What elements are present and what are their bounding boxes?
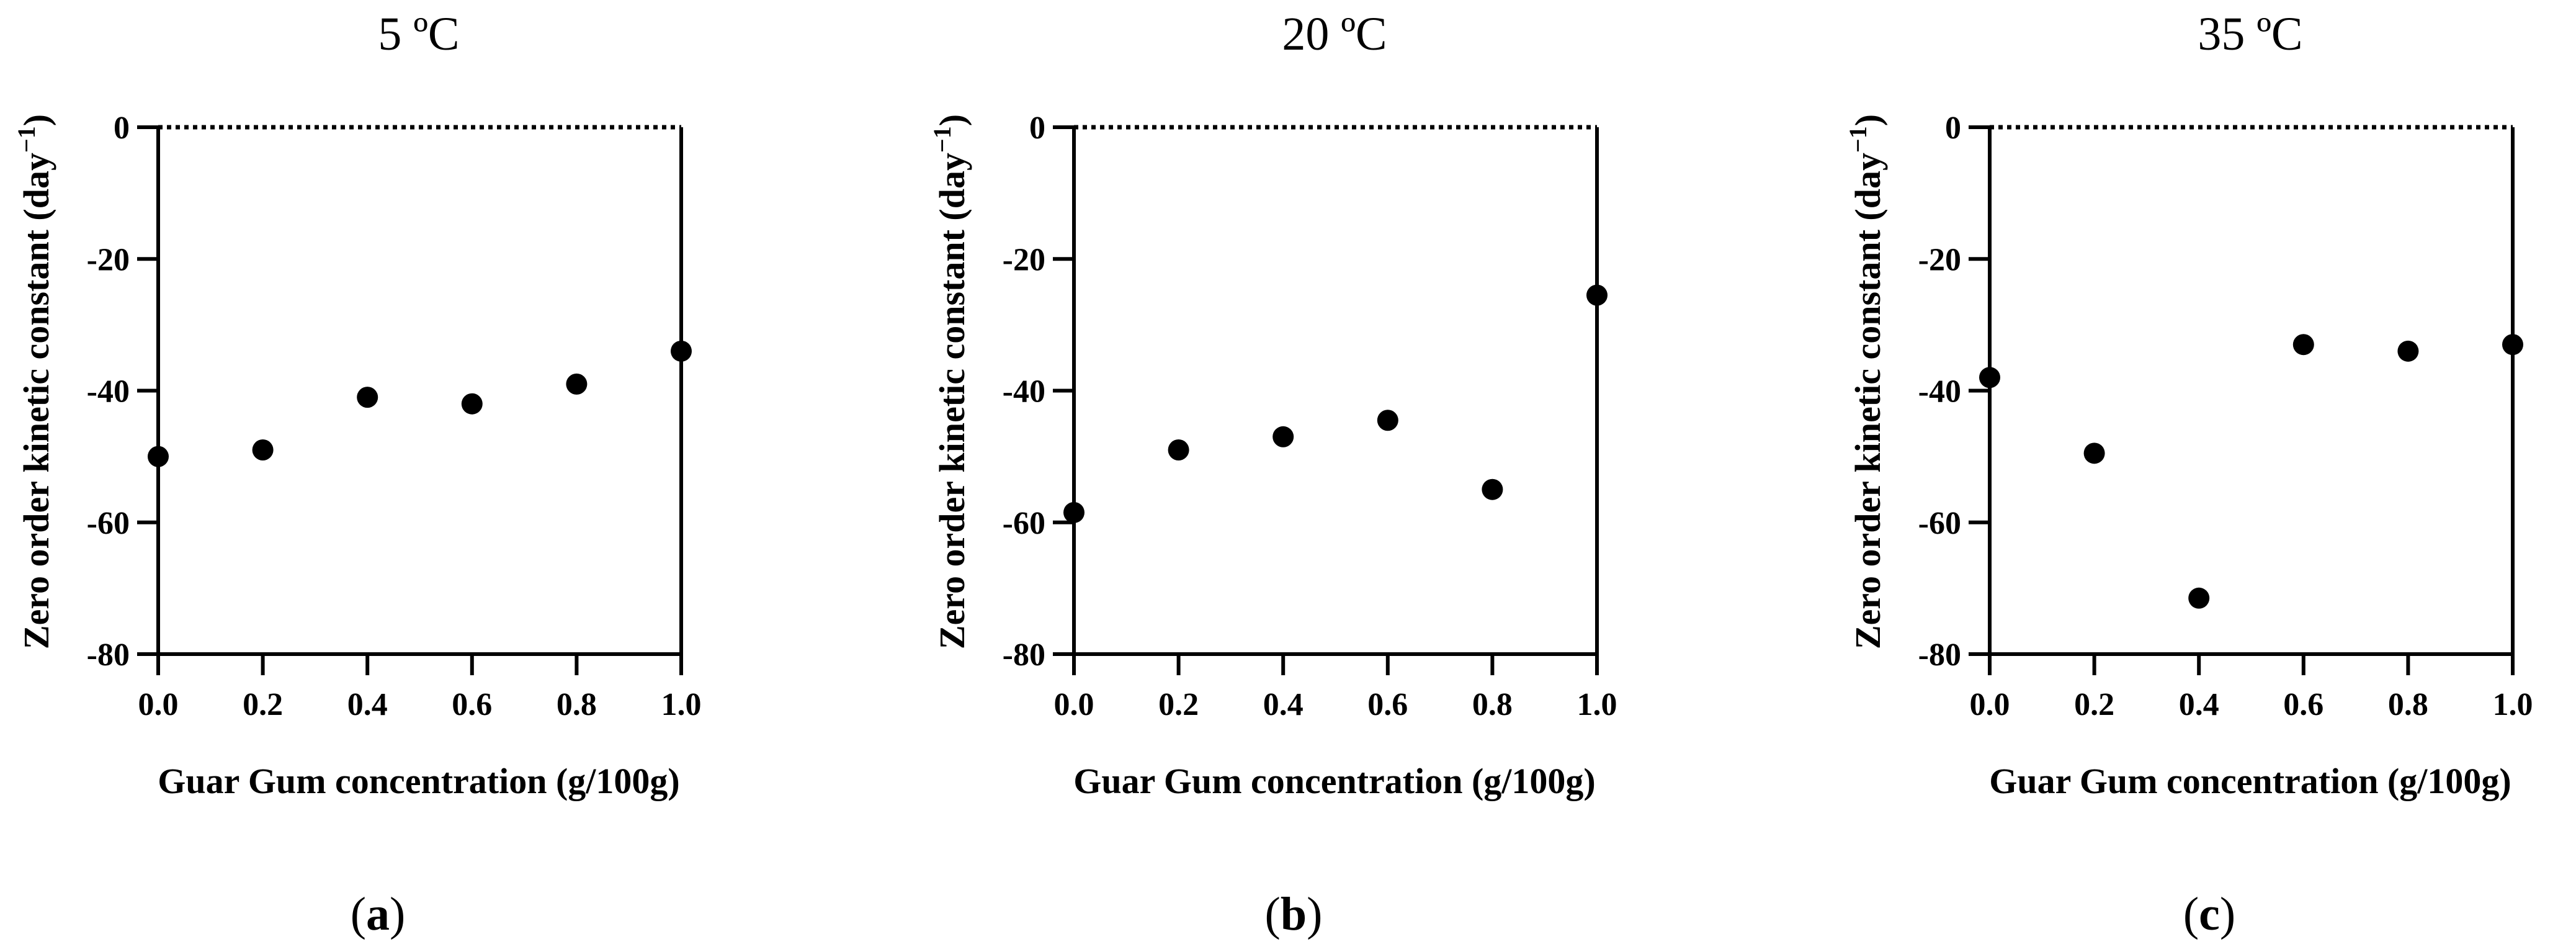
caption-letter: b xyxy=(1281,888,1307,940)
data-point xyxy=(1063,501,1085,523)
panel-title: 35 ºC xyxy=(2198,8,2302,60)
data-point xyxy=(2083,442,2105,464)
panel-caption: (a) xyxy=(351,888,406,940)
y-axis-label-suffix: ) xyxy=(932,114,972,126)
x-tick-label: 0.8 xyxy=(1472,687,1513,722)
data-point xyxy=(1979,367,2000,388)
x-tick-label: 0.8 xyxy=(2388,687,2428,722)
x-tick-label: 0.4 xyxy=(2179,687,2219,722)
x-axis-label: Guar Gum concentration (g/100g) xyxy=(1073,761,1595,801)
x-tick-label: 0.4 xyxy=(347,687,388,722)
plot-area: 0 -20 -40 -60 -80 0.0 0.2 0.4 0.6 0.8 1.0 xyxy=(1918,110,2533,722)
x-tick-label: 1.0 xyxy=(661,687,702,722)
y-axis-label-superscript: −1 xyxy=(928,126,956,153)
y-tick-label: 0 xyxy=(114,110,130,146)
x-tick-label: 1.0 xyxy=(2493,687,2533,722)
y-tick-label: -20 xyxy=(87,242,130,277)
x-tick-label: 0.2 xyxy=(243,687,283,722)
y-tick-label: -60 xyxy=(87,506,130,541)
x-tick-label: 0.6 xyxy=(452,687,492,722)
y-tick-label: -40 xyxy=(87,374,130,410)
y-tick-label: 0 xyxy=(1029,110,1045,146)
caption-letter: c xyxy=(2199,888,2220,940)
y-tick-label: 0 xyxy=(1945,110,1961,146)
y-tick-label: -40 xyxy=(1003,374,1045,410)
panel-b: 20 ºC 0 -20 -40 -60 -80 0.0 0.2 0.4 0.6 0.8 1.0 Gu… xyxy=(928,8,1617,940)
x-tick-label: 0.0 xyxy=(1054,687,1094,722)
data-point xyxy=(2292,334,2314,356)
y-axis-label: Zero order kinetic constant (day−1) xyxy=(928,114,972,649)
y-tick-label: -20 xyxy=(1918,242,1961,277)
plot-area: 0 -20 -40 -60 -80 0.0 0.2 0.4 0.6 0.8 1.0 xyxy=(1003,110,1617,722)
data-point xyxy=(671,340,692,362)
data-point xyxy=(2188,587,2210,609)
data-point xyxy=(1168,439,1189,461)
y-axis-label-suffix: ) xyxy=(1848,114,1888,126)
y-axis-label-main: Zero order kinetic constant (day xyxy=(16,153,56,649)
data-point xyxy=(252,439,274,461)
plot-area: 0 -20 -40 -60 -800.0 0.2 0.4 0.6 0.8 1.0 xyxy=(87,110,702,722)
panel-caption: (c) xyxy=(2183,888,2235,940)
x-tick-label: 0.4 xyxy=(1263,687,1304,722)
data-point xyxy=(2397,340,2419,362)
data-point xyxy=(1272,426,1294,447)
y-tick-label: -60 xyxy=(1003,506,1045,541)
y-axis-label-suffix: ) xyxy=(16,114,56,126)
y-axis-label-main: Zero order kinetic constant (day xyxy=(1848,153,1888,649)
x-axis-label: Guar Gum concentration (g/100g) xyxy=(1989,761,2511,801)
panel-title: 5 ºC xyxy=(378,8,459,60)
y-tick-label: -20 xyxy=(1003,242,1045,277)
x-tick-label: 0.2 xyxy=(1158,687,1199,722)
panel-c: 35 ºC 0 -20 -40 -60 -80 0.0 0.2 0.4 0.6 0.8 1.0 Gu… xyxy=(1844,8,2533,940)
x-axis-label: Guar Gum concentration (g/100g) xyxy=(158,761,679,801)
x-tick-label: 1.0 xyxy=(1577,687,1617,722)
y-axis-label-main: Zero order kinetic constant (day xyxy=(932,153,972,649)
x-tick-label: 0.2 xyxy=(2074,687,2114,722)
y-tick-label: -60 xyxy=(1918,506,1961,541)
y-tick-label: -80 xyxy=(87,637,130,673)
x-tick-label: 0.6 xyxy=(2283,687,2323,722)
panel-a: 5 ºC 0 -20 -40 -60 -800.0 0.2 0.4 0.6 0.8 1.0 Gua… xyxy=(12,8,702,940)
data-point xyxy=(566,373,588,395)
panel-title: 20 ºC xyxy=(1282,8,1387,60)
y-axis-label-superscript: −1 xyxy=(12,126,40,153)
data-point xyxy=(1586,284,1608,306)
caption-letter: a xyxy=(366,888,390,940)
data-point xyxy=(1377,410,1398,431)
data-point xyxy=(461,393,483,415)
data-point xyxy=(148,446,169,467)
data-point xyxy=(357,387,378,408)
data-point xyxy=(1482,478,1503,500)
x-tick-label: 0.6 xyxy=(1367,687,1408,722)
data-point xyxy=(2502,334,2523,356)
y-axis-label: Zero order kinetic constant (day−1) xyxy=(12,114,56,649)
y-axis-label: Zero order kinetic constant (day−1) xyxy=(1844,114,1888,649)
y-tick-label: -80 xyxy=(1003,637,1045,673)
x-tick-label: 0.0 xyxy=(138,687,179,722)
x-tick-label: 0.8 xyxy=(557,687,597,722)
y-tick-label: -80 xyxy=(1918,637,1961,673)
y-axis-label-superscript: −1 xyxy=(1844,126,1872,153)
y-tick-label: -40 xyxy=(1918,374,1961,410)
x-tick-label: 0.0 xyxy=(1970,687,2010,722)
panel-caption: (b) xyxy=(1265,888,1323,940)
